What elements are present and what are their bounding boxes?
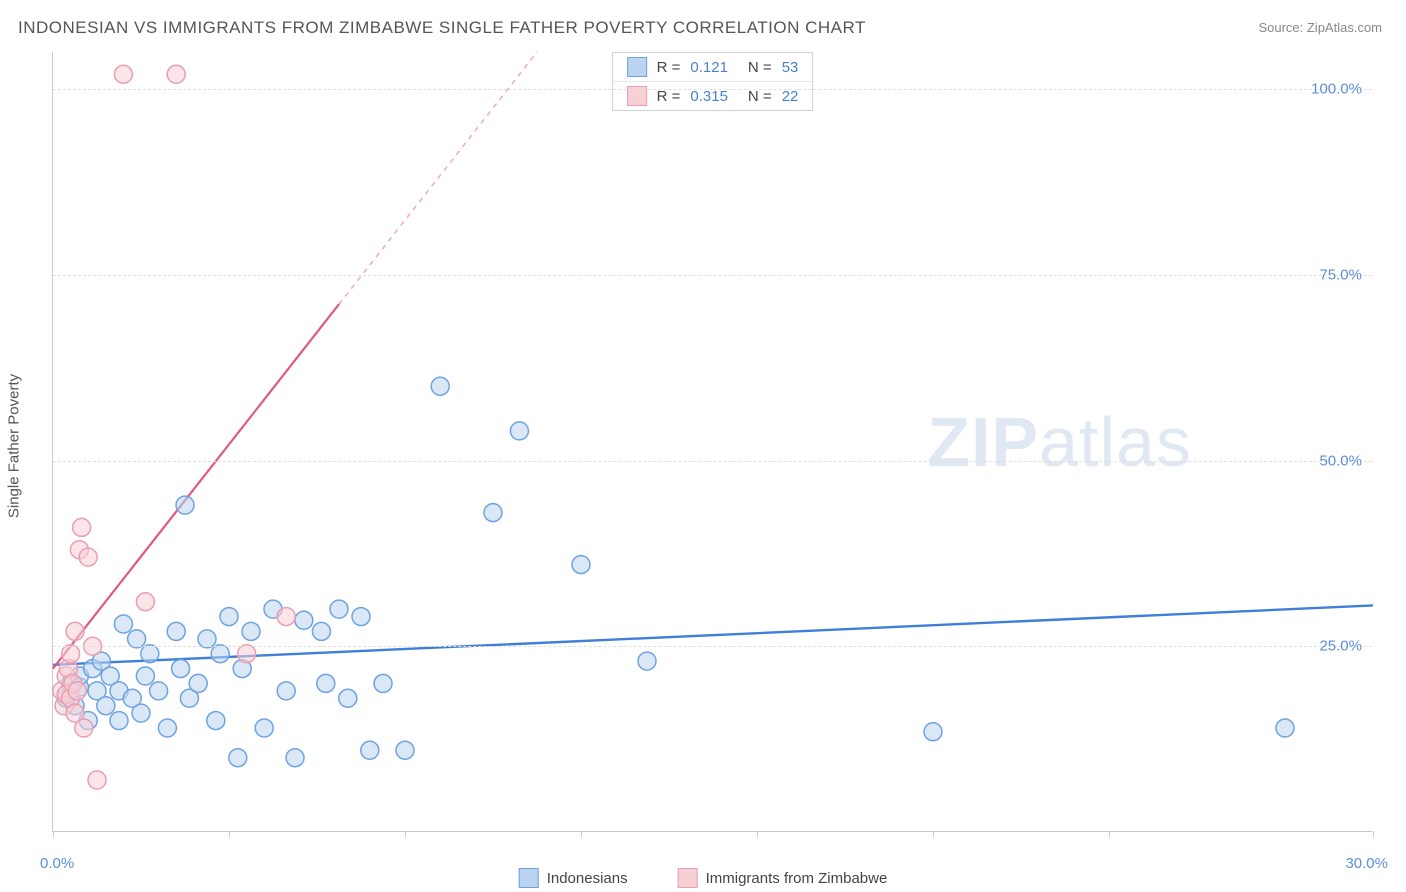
legend-swatch (627, 57, 647, 77)
source-attribution: Source: ZipAtlas.com (1258, 20, 1382, 35)
gridline-h (53, 461, 1372, 462)
plot-area: ZIPatlas R =0.121N =53R =0.315N =22 25.0… (52, 52, 1372, 832)
x-tick (405, 831, 406, 837)
x-tick (757, 831, 758, 837)
x-tick (933, 831, 934, 837)
legend-n-label: N = (748, 59, 772, 76)
gridline-h (53, 275, 1372, 276)
x-tick (581, 831, 582, 837)
x-tick (53, 831, 54, 837)
x-tick (1109, 831, 1110, 837)
legend-r-label: R = (657, 59, 681, 76)
chart-title: INDONESIAN VS IMMIGRANTS FROM ZIMBABWE S… (18, 18, 866, 38)
x-tick-min: 0.0% (40, 855, 74, 872)
y-tick-label: 25.0% (1319, 638, 1362, 655)
legend-correlation-row: R = 0.121 N = 53 (613, 53, 813, 82)
gridline-h (53, 89, 1372, 90)
y-axis-title: Single Father Poverty (6, 374, 23, 518)
gridline-h (53, 646, 1372, 647)
legend-series-label: Immigrants from Zimbabwe (706, 870, 888, 887)
legend-r-value: 0.121 (690, 59, 728, 76)
legend-swatch (678, 868, 698, 888)
legend-series-item: Immigrants from Zimbabwe (678, 868, 888, 888)
legend-n-value: 53 (782, 59, 799, 76)
x-tick-max: 30.0% (1345, 855, 1388, 872)
y-tick-label: 75.0% (1319, 266, 1362, 283)
x-tick (229, 831, 230, 837)
legend-swatch (519, 868, 539, 888)
y-tick-label: 100.0% (1311, 81, 1362, 98)
x-tick (1373, 831, 1374, 837)
y-tick-label: 50.0% (1319, 452, 1362, 469)
legend-series-item: Indonesians (519, 868, 628, 888)
legend-correlation: R = 0.121 N = 53 R =0.315N =22 (612, 52, 814, 111)
legend-series: Indonesians Immigrants from Zimbabwe (519, 868, 888, 888)
chart-svg (53, 52, 1372, 831)
legend-series-label: Indonesians (547, 870, 628, 887)
legend-correlation-row: R =0.315N =22 (613, 82, 813, 110)
